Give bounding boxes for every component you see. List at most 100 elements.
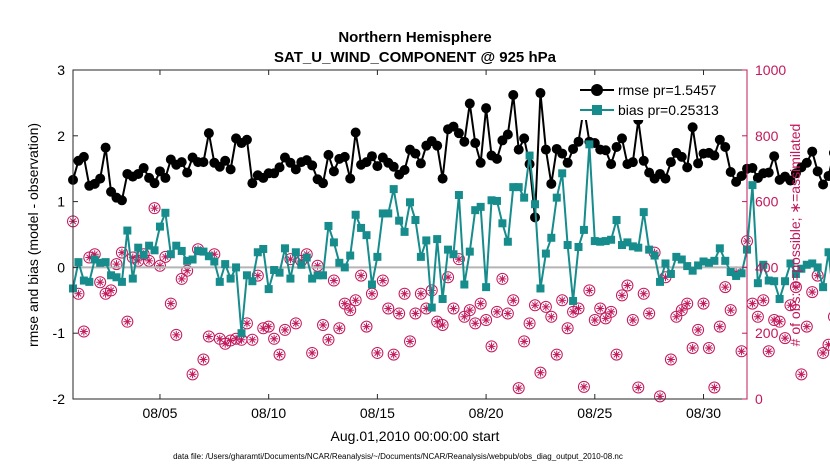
obs-assimilated-marker (699, 299, 708, 308)
obs-assimilated-marker (362, 322, 371, 331)
bias-point (514, 183, 523, 192)
obs-possible-marker (539, 300, 552, 313)
x-tick-label: 08/15 (360, 405, 395, 421)
rmse-point (470, 138, 481, 149)
obs-assimilated-marker (101, 289, 110, 298)
bias-point (79, 276, 88, 285)
bias-point (574, 243, 583, 252)
rmse-point (714, 134, 725, 145)
bias-point (563, 241, 572, 250)
bias-point (612, 216, 621, 225)
obs-possible-marker (376, 274, 389, 287)
obs-possible-marker (251, 269, 264, 282)
bias-point (699, 257, 708, 266)
obs-assimilated-marker (378, 276, 387, 285)
bias-point (101, 258, 110, 267)
bias-point (253, 248, 262, 257)
obs-possible-marker (175, 272, 188, 285)
bias-point (427, 303, 436, 312)
obs-assimilated-marker (552, 350, 561, 359)
obs-possible-marker (822, 338, 830, 351)
obs-possible-marker (371, 346, 384, 359)
obs-assimilated-marker (460, 312, 469, 321)
bias-point (813, 263, 822, 272)
bias-point (172, 241, 181, 250)
bias-point (704, 258, 713, 267)
obs-possible-marker (344, 304, 357, 317)
rmse-point (345, 173, 356, 184)
obs-possible-marker (507, 294, 520, 307)
rmse-point (225, 164, 236, 175)
bias-point (710, 256, 719, 265)
rmse-point (339, 151, 350, 162)
bias-point (237, 329, 246, 338)
obs-assimilated-marker (275, 350, 284, 359)
rmse-point (491, 153, 502, 164)
obs-possible-marker (153, 259, 166, 272)
obs-possible-marker (518, 335, 531, 348)
rmse-point (274, 162, 285, 173)
obs-possible-marker (789, 281, 802, 294)
obs-possible-marker (545, 310, 558, 323)
obs-assimilated-marker (270, 334, 279, 343)
y-tick-label: 3 (57, 62, 65, 78)
obs-possible-marker (480, 314, 493, 327)
rmse-point (448, 121, 459, 132)
bias-point (275, 268, 284, 277)
obs-assimilated-marker (280, 325, 289, 334)
obs-possible-marker (268, 332, 281, 345)
bias-point (579, 225, 588, 234)
bias-point (329, 238, 338, 247)
obs-possible-marker (806, 286, 819, 299)
obs-possible-marker (583, 284, 596, 297)
obs-assimilated-marker (791, 283, 800, 292)
bias-point (313, 271, 322, 280)
obs-possible-marker (784, 299, 797, 312)
obs-possible-marker (779, 332, 792, 345)
bias-point (400, 227, 409, 236)
bias-point (319, 271, 328, 280)
rmse-point (285, 157, 296, 168)
bias-point (351, 210, 360, 219)
bias-point (248, 277, 257, 286)
obs-assimilated-marker (492, 307, 501, 316)
obs-possible-marker (827, 312, 830, 322)
obs-assimilated-marker (770, 316, 779, 325)
obs-possible-marker (800, 320, 813, 333)
rmse-point (562, 157, 573, 168)
obs-possible-marker (360, 320, 373, 333)
obs-assimilated-marker (264, 322, 273, 331)
obs-assimilated-marker (590, 316, 599, 325)
bias-point (601, 237, 610, 246)
bias-point (520, 193, 529, 202)
rmse-point (676, 151, 687, 162)
rmse-point (508, 90, 519, 101)
rmse-point (682, 162, 693, 173)
obs-possible-marker (594, 302, 607, 315)
rmse-point (769, 151, 780, 162)
bias-point (471, 206, 480, 215)
bias-point (509, 183, 518, 192)
obs-possible-marker (496, 272, 509, 285)
y-axis-ticks-right: 0 200 400 600 800 1000 (742, 62, 786, 407)
obs-assimilated-marker (465, 306, 474, 315)
bias-point (596, 237, 605, 246)
rmse-point (160, 172, 171, 183)
rmse-point (350, 127, 361, 138)
obs-assimilated-marker (389, 350, 398, 359)
obs-assimilated-marker (177, 274, 186, 283)
rmse-point (812, 166, 823, 177)
bias-point (117, 277, 126, 286)
bias-point (74, 258, 83, 267)
obs-assimilated-marker (324, 335, 333, 344)
obs-assimilated-marker (367, 289, 376, 298)
bias-point (786, 259, 795, 268)
obs-assimilated-marker (688, 344, 697, 353)
bias-point (541, 249, 550, 258)
obs-assimilated-marker (221, 339, 230, 348)
bias-point (134, 243, 143, 252)
obs-assimilated-marker (498, 274, 507, 283)
rmse-point (720, 141, 731, 152)
bias-point (221, 260, 230, 269)
bias-point (346, 251, 355, 260)
